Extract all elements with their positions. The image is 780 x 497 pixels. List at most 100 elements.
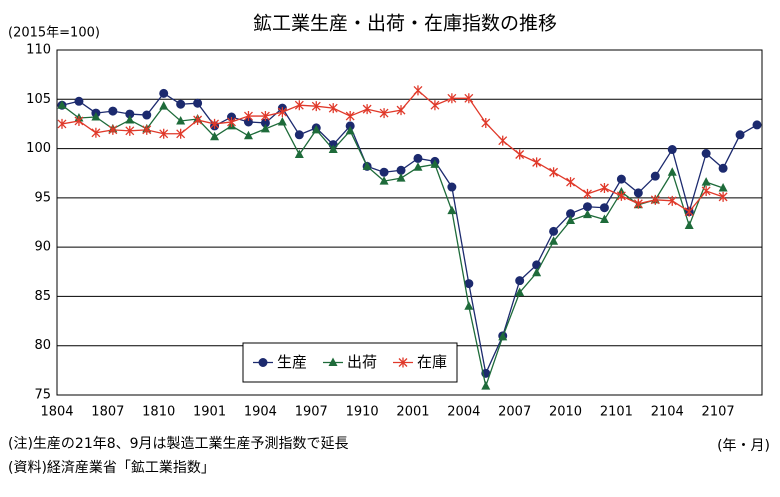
point (91, 127, 101, 138)
point (311, 101, 321, 112)
point (328, 144, 338, 154)
chart-title: 鉱工業生産・出荷・在庫指数の推移 (253, 13, 557, 35)
point (549, 226, 559, 236)
x-tick-label: 1810 (142, 405, 175, 420)
point (616, 174, 626, 184)
x-tick-label: 1804 (40, 405, 73, 420)
point (582, 202, 592, 212)
point (599, 203, 609, 213)
point (125, 125, 135, 136)
point (667, 167, 677, 176)
series-line (61, 92, 758, 376)
point (464, 301, 474, 310)
legend-marker (328, 357, 338, 366)
point (532, 157, 542, 168)
point (108, 124, 118, 135)
point (159, 128, 169, 139)
y-tick-label: 80 (34, 338, 51, 353)
point (650, 171, 660, 181)
point (362, 104, 372, 115)
y-tick-label: 85 (34, 289, 51, 304)
point (752, 120, 762, 130)
x-tick-label: 2107 (702, 405, 735, 420)
point (57, 118, 67, 129)
point (396, 165, 406, 175)
point (447, 93, 457, 104)
point (294, 130, 304, 140)
point (260, 123, 270, 133)
point (142, 110, 152, 120)
y-tick-label: 90 (34, 240, 51, 255)
x-tick-label: 2010 (549, 405, 582, 420)
point (413, 153, 423, 163)
point (616, 190, 626, 201)
x-tick-label: 2004 (447, 405, 480, 420)
x-tick-label: 1904 (244, 405, 277, 420)
point (718, 183, 728, 192)
point (362, 161, 372, 170)
point (650, 194, 660, 205)
point (328, 103, 338, 114)
point (345, 111, 355, 122)
legend-label: 在庫 (417, 353, 447, 371)
point (667, 145, 677, 155)
point (176, 128, 186, 139)
point (379, 176, 389, 185)
x-tick-label: 1907 (295, 405, 328, 420)
point (718, 191, 728, 202)
point (176, 115, 186, 125)
x-tick-label: 1901 (193, 405, 226, 420)
point (277, 107, 287, 118)
note: (注)生産の21年8、9月は製造工業生産予測指数で延長 (8, 436, 349, 452)
point (599, 183, 609, 193)
y-unit: (2015年=100) (8, 26, 100, 41)
y-tick-label: 75 (34, 388, 51, 403)
point (735, 130, 745, 140)
point (74, 96, 84, 106)
x-tick-label: 2104 (651, 405, 684, 420)
point (549, 236, 559, 245)
point (142, 124, 152, 135)
point (244, 111, 253, 122)
x-tick-label: 1910 (346, 405, 379, 420)
legend-label: 生産 (277, 353, 307, 371)
point (159, 101, 169, 110)
point (566, 177, 575, 188)
point (667, 195, 677, 206)
point (413, 85, 423, 96)
x-tick-label: 2007 (498, 405, 531, 420)
point (701, 149, 711, 158)
point (684, 220, 694, 229)
point (396, 105, 406, 116)
point (430, 100, 440, 111)
point (447, 182, 457, 192)
point (464, 279, 474, 289)
point (566, 215, 576, 225)
point (193, 98, 203, 108)
point (447, 205, 457, 215)
y-tick-label: 95 (34, 190, 51, 205)
point (413, 162, 423, 171)
point (515, 287, 525, 296)
point (210, 131, 220, 141)
point (379, 108, 389, 119)
point (684, 206, 694, 217)
point (498, 135, 508, 146)
point (633, 198, 643, 209)
point (430, 159, 440, 168)
point (74, 115, 84, 126)
point (108, 106, 118, 116)
point (498, 331, 508, 341)
point (549, 167, 559, 178)
point (599, 214, 609, 224)
point (91, 112, 101, 121)
x-tick-label: 2101 (600, 405, 633, 420)
point (532, 267, 542, 277)
legend-marker (398, 357, 408, 368)
point (515, 149, 525, 160)
point (633, 188, 643, 198)
plot-frame (56, 49, 763, 396)
point (515, 276, 525, 286)
note: (資料)経済産業省「鉱工業指数」 (8, 459, 215, 476)
